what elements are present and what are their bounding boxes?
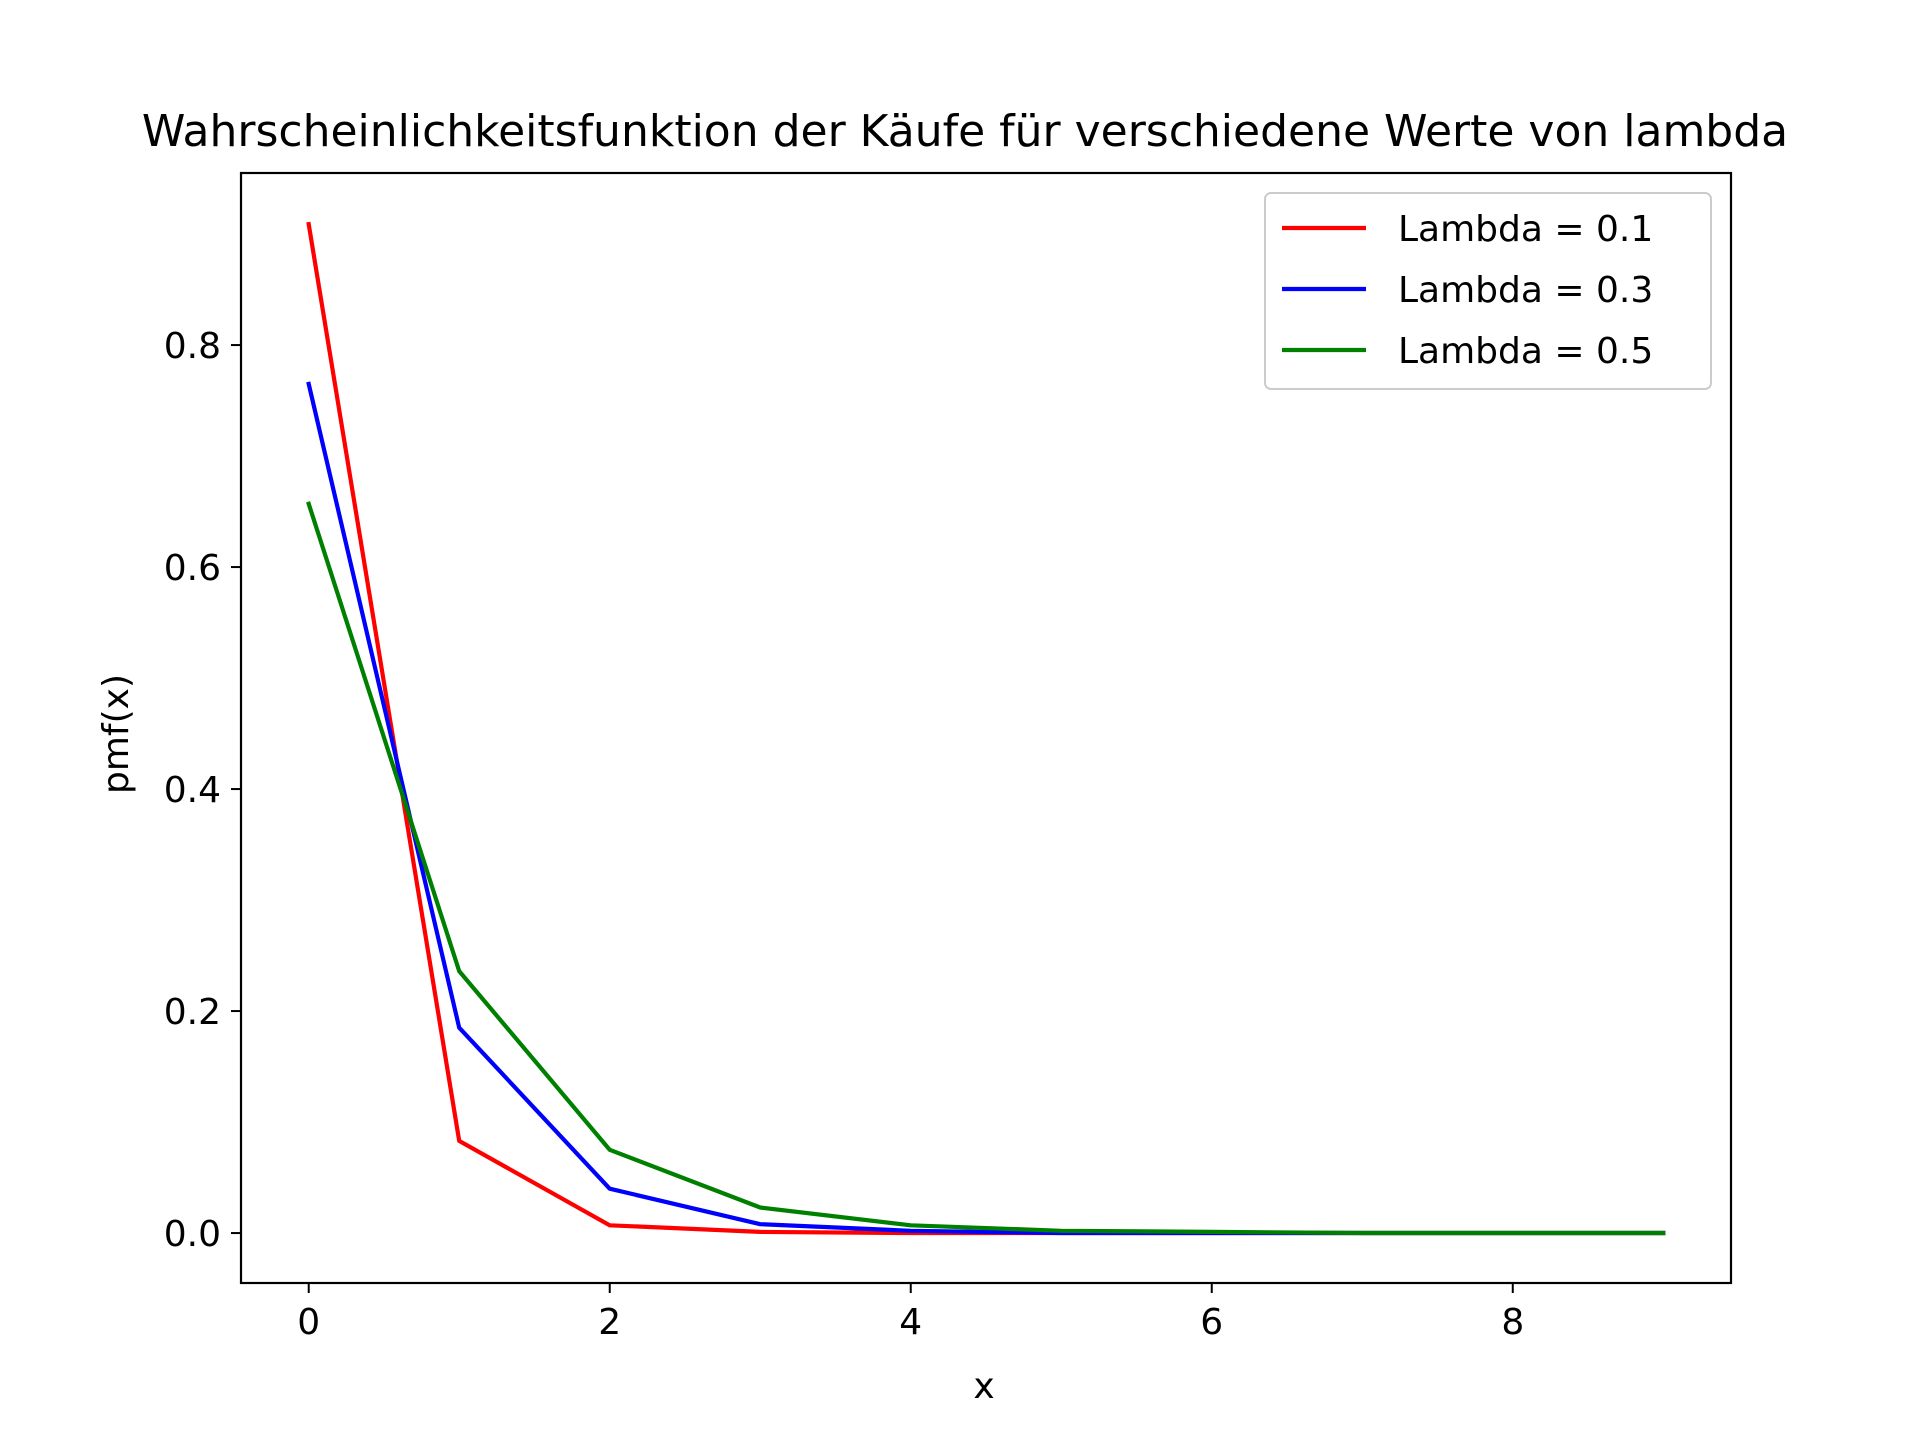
series-line-3 (306, 501, 1666, 1236)
x-tick-label: 8 (1501, 1302, 1524, 1343)
x-tick-label: 0 (297, 1302, 320, 1343)
x-axis-label: x (973, 1366, 994, 1407)
legend-label: Lambda = 0.3 (1398, 270, 1653, 311)
axes-frame (239, 171, 1733, 1285)
y-axis: 0.0 0.2 0.4 0.6 0.8 (164, 326, 241, 1255)
series-line-2 (306, 381, 1666, 1236)
y-tick-label: 0.8 (164, 326, 221, 367)
y-axis-label: pmf(x) (96, 674, 137, 794)
y-tick-label: 0.6 (164, 548, 221, 589)
legend-label: Lambda = 0.5 (1398, 331, 1653, 372)
plot-area (239, 171, 1733, 1285)
x-axis: 0 2 4 6 8 (297, 1283, 1524, 1343)
x-tick-label: 6 (1200, 1302, 1223, 1343)
legend-box (1264, 192, 1712, 390)
y-tick-label: 0.0 (164, 1214, 221, 1255)
x-tick-label: 4 (899, 1302, 922, 1343)
y-tick-label: 0.4 (164, 770, 221, 811)
chart-title: Wahrscheinlichkeitsfunktion der Käufe fü… (142, 106, 1788, 157)
y-tick-label: 0.2 (164, 992, 221, 1033)
x-tick-label: 2 (598, 1302, 621, 1343)
legend: Lambda = 0.1 Lambda = 0.3 Lambda = 0.5 (1264, 192, 1712, 390)
legend-label: Lambda = 0.1 (1398, 209, 1653, 250)
